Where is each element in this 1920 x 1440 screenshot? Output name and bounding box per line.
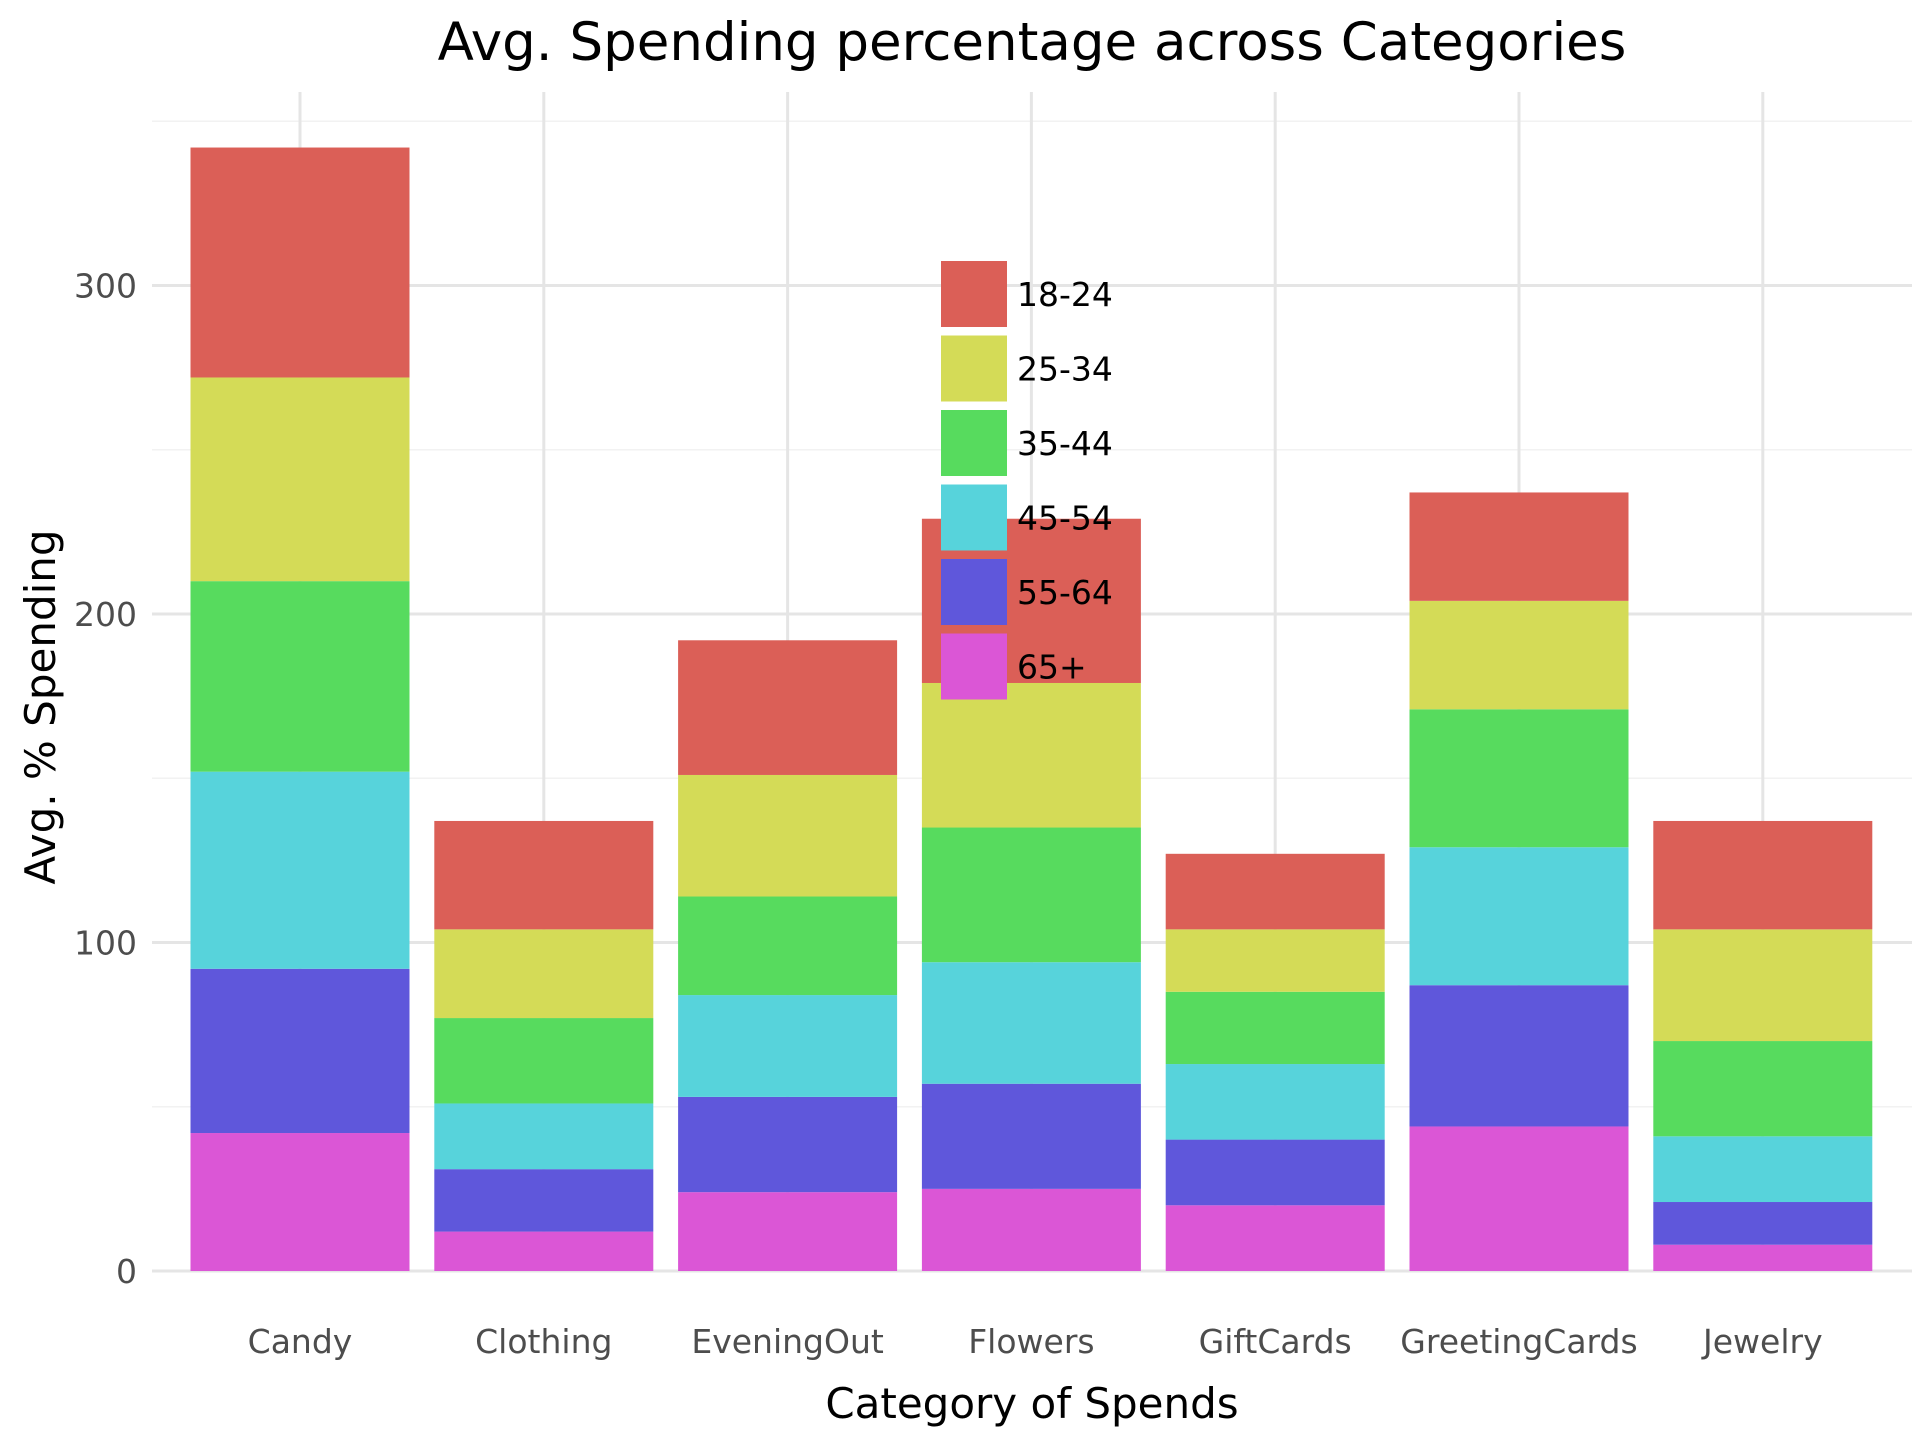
bar-segment xyxy=(190,581,410,772)
legend-key xyxy=(941,484,1007,551)
y-axis-title: Avg. % Spending xyxy=(16,529,65,884)
x-axis-title: Category of Spends xyxy=(825,1379,1238,1428)
y-tick-label: 200 xyxy=(74,595,137,634)
bar-segment xyxy=(190,377,410,582)
bar-segment xyxy=(1165,1064,1385,1140)
bar-segment xyxy=(1653,1202,1873,1245)
bar-segment xyxy=(434,1103,654,1170)
bar-segment xyxy=(1165,929,1385,992)
bar-segment xyxy=(921,682,1141,828)
bar-segment xyxy=(921,827,1141,963)
bar-segment xyxy=(1165,853,1385,930)
legend-label: 35-44 xyxy=(1017,424,1113,463)
bar-segment xyxy=(1409,1126,1629,1271)
bar-segment xyxy=(1409,600,1629,710)
x-tick-label: Jewelry xyxy=(1701,1322,1823,1361)
bar-segment xyxy=(1653,929,1873,1042)
bar-segment xyxy=(1653,820,1873,930)
bar-segment xyxy=(190,147,410,378)
legend-label: 18-24 xyxy=(1017,275,1113,314)
bar-segment xyxy=(678,774,898,897)
x-tick-label: Candy xyxy=(248,1322,353,1361)
bar-segment xyxy=(190,968,410,1134)
bar-segment xyxy=(434,1169,654,1232)
bar-segment xyxy=(1409,847,1629,986)
legend: 18-24 25-34 35-44 45-54 55-64 65+ xyxy=(941,261,1113,700)
x-tick-label: Flowers xyxy=(968,1322,1094,1361)
bars xyxy=(190,147,1873,1271)
bar-segment xyxy=(1653,1041,1873,1137)
y-tick-label: 0 xyxy=(116,1252,137,1291)
bar-segment xyxy=(921,1083,1141,1189)
chart-title: Avg. Spending percentage across Categori… xyxy=(438,12,1627,73)
legend-key xyxy=(941,559,1007,625)
legend-key xyxy=(941,410,1007,476)
y-axis-ticks: 0 100 200 300 xyxy=(74,267,137,1292)
legend-key xyxy=(941,261,1007,327)
bar-segment xyxy=(434,1231,654,1271)
legend-key xyxy=(941,335,1007,402)
bar-segment xyxy=(1165,1205,1385,1271)
bar-segment xyxy=(1409,709,1629,848)
bar-segment xyxy=(190,771,410,969)
legend-label: 55-64 xyxy=(1017,573,1113,612)
legend-label: 65+ xyxy=(1017,648,1087,687)
bar-segment xyxy=(1165,991,1385,1065)
bar-segment xyxy=(1165,1139,1385,1206)
bar-segment xyxy=(190,1133,410,1271)
bar-segment xyxy=(434,1018,654,1104)
bar-segment xyxy=(678,896,898,996)
bar-segment xyxy=(921,1188,1141,1271)
bar-segment xyxy=(678,1192,898,1271)
bar-segment xyxy=(1653,1244,1873,1271)
legend-key xyxy=(941,633,1007,700)
bar-segment xyxy=(921,962,1141,1084)
bar-segment xyxy=(1409,492,1629,601)
legend-label: 45-54 xyxy=(1017,499,1113,538)
y-tick-label: 300 xyxy=(74,267,137,306)
bar-segment xyxy=(434,929,654,1019)
bar-segment xyxy=(678,995,898,1097)
x-tick-label: GreetingCards xyxy=(1400,1322,1637,1361)
x-tick-label: Clothing xyxy=(475,1322,612,1361)
bar-segment xyxy=(434,820,654,930)
bar-segment xyxy=(678,640,898,775)
x-axis-ticks: Candy Clothing EveningOut Flowers GiftCards G… xyxy=(248,1322,1823,1361)
x-tick-label: GiftCards xyxy=(1199,1322,1352,1361)
legend-label: 25-34 xyxy=(1017,350,1113,389)
y-tick-label: 100 xyxy=(74,924,137,963)
bar-segment xyxy=(1409,985,1629,1127)
bar-segment xyxy=(678,1096,898,1193)
bar-segment xyxy=(1653,1136,1873,1203)
x-tick-label: EveningOut xyxy=(691,1322,884,1361)
